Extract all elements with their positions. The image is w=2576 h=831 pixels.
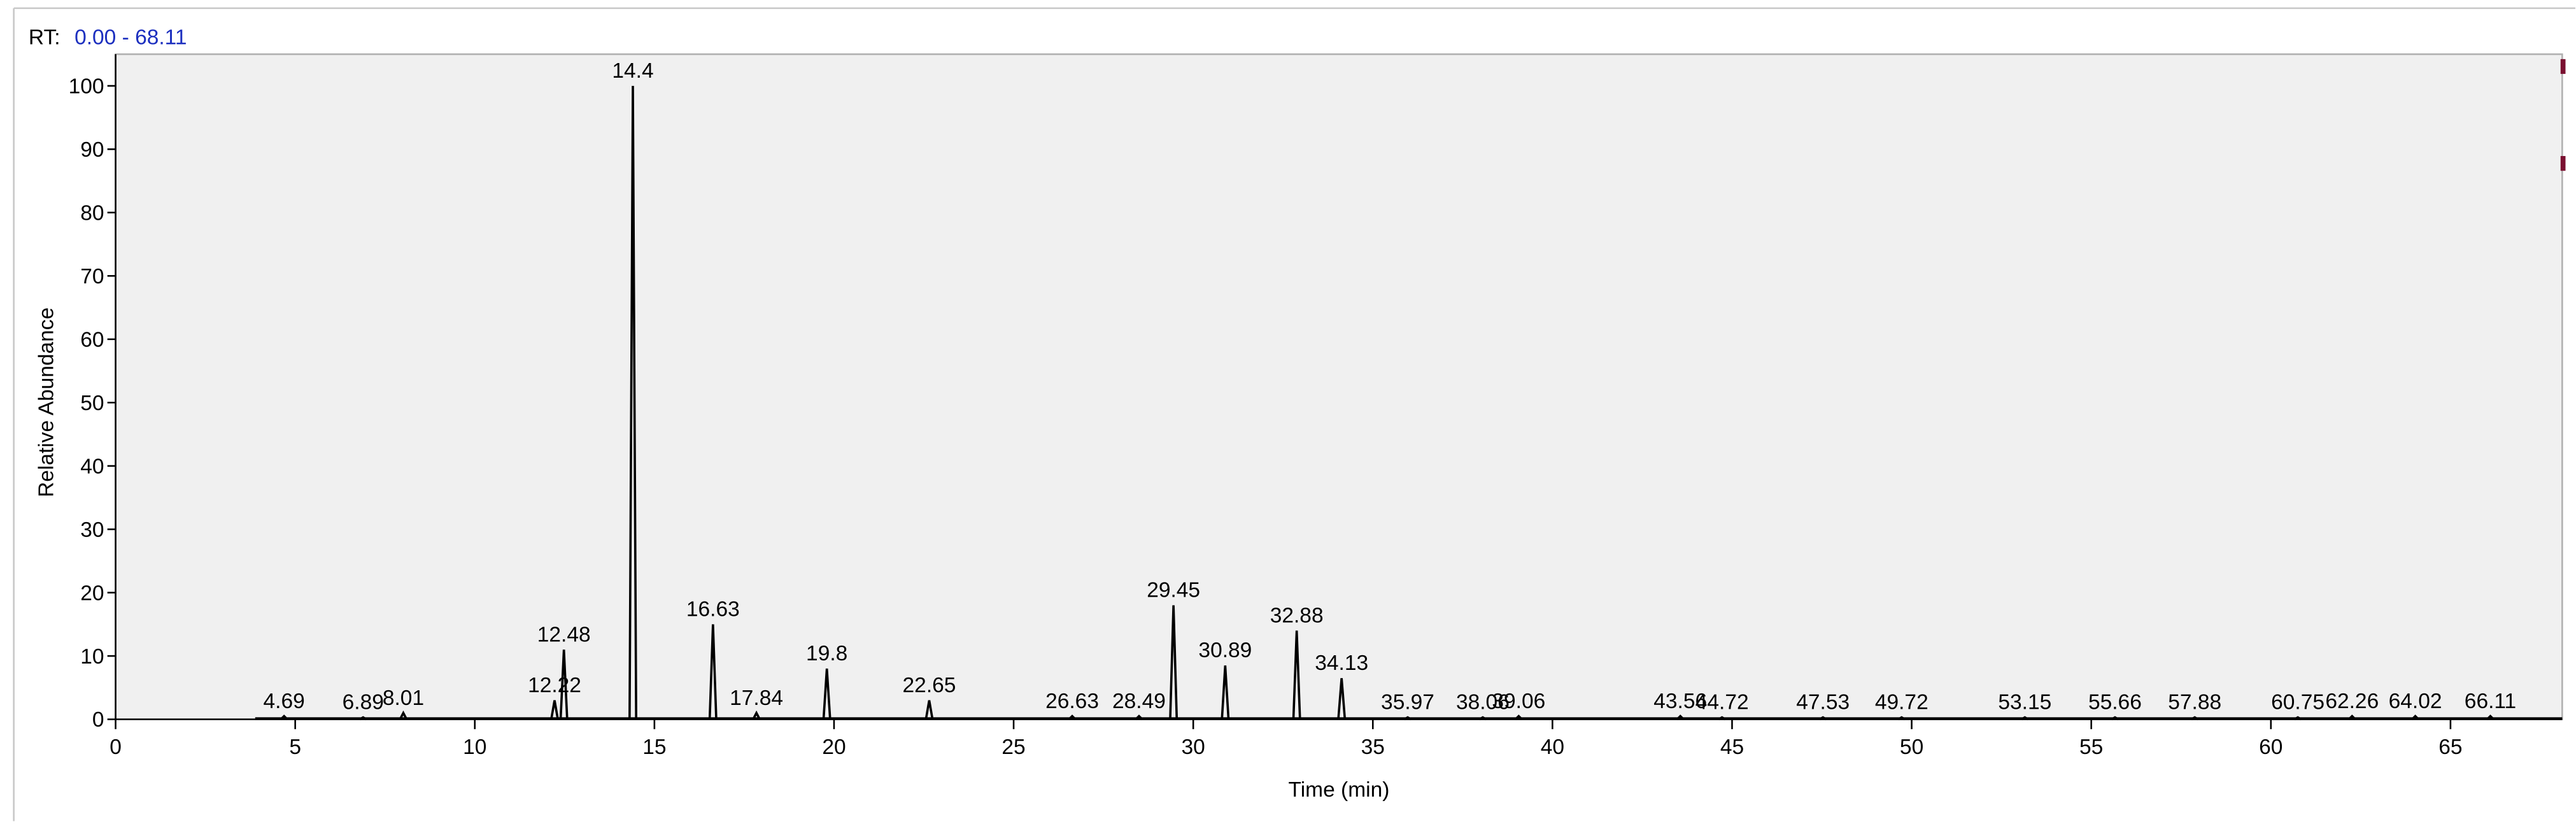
peak <box>280 714 288 720</box>
peak <box>1403 716 1412 721</box>
x-tick-label: 20 <box>822 735 846 759</box>
peak <box>1819 716 1827 721</box>
y-tick-label: 100 <box>69 75 104 98</box>
y-tick-label: 70 <box>80 265 104 288</box>
x-tick-label: 5 <box>289 735 301 759</box>
peak-label: 4.69 <box>264 690 305 713</box>
peak <box>399 710 408 720</box>
peak <box>1337 678 1347 720</box>
peak-label: 14.4 <box>612 59 653 83</box>
peak <box>2347 714 2356 720</box>
x-tick-label: 10 <box>463 735 486 759</box>
side-marker <box>2560 59 2566 75</box>
peak-label: 26.63 <box>1045 690 1099 713</box>
peak <box>359 716 367 721</box>
peak-label: 32.88 <box>1270 604 1324 627</box>
x-tick-label: 60 <box>2259 735 2282 759</box>
rt-label: RT: <box>29 26 60 50</box>
peak <box>1676 714 1685 720</box>
peak-label: 8.01 <box>383 686 424 710</box>
peak-label: 64.02 <box>2389 690 2442 713</box>
peak <box>1292 630 1301 720</box>
peak <box>2486 714 2495 720</box>
peak-label: 22.65 <box>903 674 956 697</box>
peak-label: 35.97 <box>1381 691 1434 714</box>
peak-label: 30.89 <box>1198 639 1252 662</box>
peak <box>1068 714 1077 720</box>
peak <box>1169 605 1178 720</box>
x-tick-label: 30 <box>1182 735 1205 759</box>
peak <box>2294 716 2302 721</box>
peak-label: 16.63 <box>686 598 740 621</box>
x-tick-label: 45 <box>1720 735 1744 759</box>
peak <box>1897 716 1906 721</box>
peak-label: 49.72 <box>1875 691 1928 714</box>
peak-label: 38.06 <box>1456 691 1510 714</box>
y-tick-label: 10 <box>80 645 104 669</box>
peak <box>2021 716 2029 721</box>
peak-label: 17.84 <box>730 686 783 710</box>
x-tick-label: 55 <box>2079 735 2103 759</box>
side-marker <box>2560 156 2566 171</box>
y-tick-label: 90 <box>80 138 104 162</box>
peak <box>1478 716 1487 721</box>
peak <box>1514 714 1523 720</box>
x-tick-label: 25 <box>1001 735 1025 759</box>
peak-label: 34.13 <box>1315 651 1368 675</box>
y-axis-label: Relative Abundance <box>35 308 59 497</box>
peak-label: 43.56 <box>1653 690 1707 713</box>
peak-label: 12.48 <box>537 623 591 646</box>
peak-label: 57.88 <box>2168 691 2221 714</box>
peak <box>2191 716 2199 721</box>
peak-label: 6.89 <box>343 691 384 714</box>
peak-label: 29.45 <box>1147 579 1200 602</box>
peak-label: 47.53 <box>1796 691 1850 714</box>
x-tick-label: 40 <box>1541 735 1564 759</box>
plot-area <box>115 53 2563 720</box>
peak <box>550 700 559 720</box>
peak-label: 28.49 <box>1112 690 1166 713</box>
peak-label: 66.11 <box>2465 690 2516 713</box>
y-tick-label: 50 <box>80 392 104 415</box>
y-tick-label: 30 <box>80 518 104 542</box>
x-axis-label: Time (min) <box>1289 778 1390 802</box>
peak <box>1718 716 1726 721</box>
peak-label: 44.72 <box>1695 691 1749 714</box>
x-tick-label: 15 <box>642 735 666 759</box>
peak-label: 53.15 <box>1998 691 2051 714</box>
peak <box>1221 665 1230 720</box>
x-tick-label: 50 <box>1900 735 1923 759</box>
rt-range: 0.00 - 68.11 <box>74 26 187 50</box>
peak <box>2111 716 2119 721</box>
peak-label: 55.66 <box>2088 691 2142 714</box>
peak-label: 60.75 <box>2271 691 2325 714</box>
peak <box>1135 714 1143 720</box>
peak <box>708 624 718 720</box>
x-tick-label: 65 <box>2438 735 2462 759</box>
peak <box>2411 714 2420 720</box>
peak <box>628 85 637 720</box>
y-tick-label: 80 <box>80 201 104 225</box>
peak <box>924 700 934 720</box>
y-tick-label: 40 <box>80 455 104 478</box>
x-tick-label: 0 <box>110 735 122 759</box>
peak <box>752 710 761 720</box>
y-tick-label: 20 <box>80 581 104 605</box>
y-tick-label: 0 <box>92 708 104 732</box>
peak <box>559 650 569 720</box>
peak <box>822 668 832 720</box>
x-tick-label: 35 <box>1361 735 1385 759</box>
peak-label: 12.22 <box>528 674 581 697</box>
y-tick-label: 60 <box>80 328 104 352</box>
peak-label: 19.8 <box>806 642 847 665</box>
peak-label: 62.26 <box>2325 690 2379 713</box>
peak-label: 39.06 <box>1492 690 1545 713</box>
